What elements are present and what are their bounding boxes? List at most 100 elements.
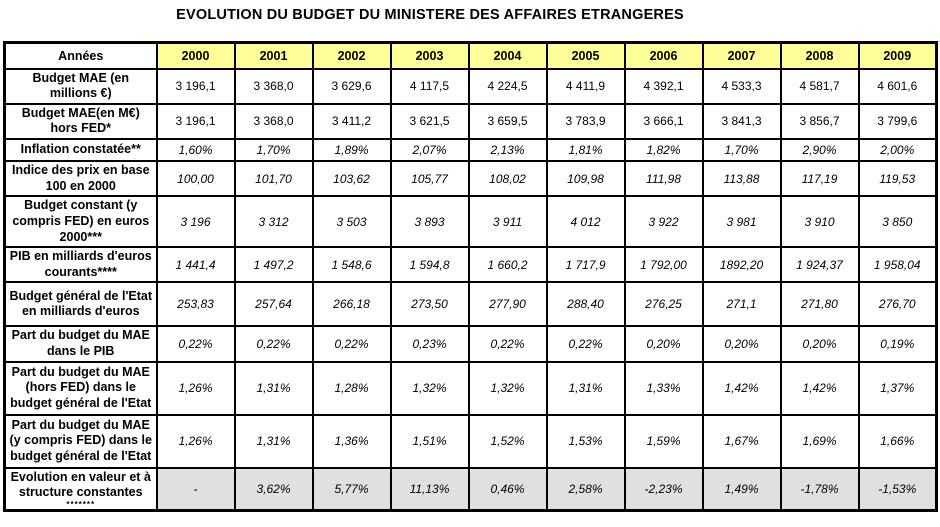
cell-r6-2002: 1 548,6: [311, 246, 392, 284]
table-row: PIB en milliards d'euros courants**** 1 4…: [3, 246, 938, 284]
cell-r7-2007: 271,1: [701, 281, 782, 328]
cell-r2-2002: 3 411,2: [311, 102, 392, 141]
cell-r4-2008: 117,19: [779, 159, 860, 198]
table-row: Part du budget du MAE (y compris FED) da…: [3, 413, 938, 469]
cell-r11-2000: -: [155, 466, 236, 512]
cell-r1-2006: 4 392,1: [623, 67, 704, 105]
year-header-2003: 2003: [389, 41, 470, 70]
cell-r6-2000: 1 441,4: [155, 246, 236, 284]
table-row: Evolution en valeur et à structure const…: [3, 466, 938, 512]
cell-r9-2001: 1,31%: [233, 360, 314, 416]
row-label: Budget MAE(en M€) hors FED*: [3, 102, 158, 141]
table-row: Part du budget du MAE dans le PIB 0,22% 0,…: [3, 325, 938, 363]
header-row: Années 2000 2001 2002 2003 2004 2005 2006 2007 2…: [3, 41, 938, 70]
cell-r8-2002: 0,22%: [311, 325, 392, 363]
cell-r11-2003: 11,13%: [389, 466, 470, 512]
table-body: Budget MAE (en millions €) 3 196,1 3 368,0…: [3, 67, 938, 512]
cell-r6-2004: 1 660,2: [467, 246, 548, 284]
cell-r11-2007: 1,49%: [701, 466, 782, 512]
cell-r10-2007: 1,67%: [701, 413, 782, 469]
cell-r9-2004: 1,32%: [467, 360, 548, 416]
row-label: PIB en milliards d'euros courants****: [3, 246, 158, 284]
cell-r10-2005: 1,53%: [545, 413, 626, 469]
cell-r6-2008: 1 924,37: [779, 246, 860, 284]
table-row: Indice des prix en base 100 en 2000 100,0…: [3, 159, 938, 198]
cell-r8-2006: 0,20%: [623, 325, 704, 363]
year-header-2006: 2006: [623, 41, 704, 70]
corner-header-annees: Années: [3, 41, 158, 70]
cell-r7-2008: 271,80: [779, 281, 860, 328]
year-header-2008: 2008: [779, 41, 860, 70]
cell-r2-2004: 3 659,5: [467, 102, 548, 141]
row-label: Part du budget du MAE dans le PIB: [3, 325, 158, 363]
cell-r4-2002: 103,62: [311, 159, 392, 198]
page-title: EVOLUTION DU BUDGET DU MINISTERE DES AFF…: [176, 7, 684, 23]
cell-r7-2004: 277,90: [467, 281, 548, 328]
cell-r11-2005: 2,58%: [545, 466, 626, 512]
cell-r3-2006: 1,82%: [623, 138, 704, 162]
cell-r11-2004: 0,46%: [467, 466, 548, 512]
cell-r8-2008: 0,20%: [779, 325, 860, 363]
cell-r6-2003: 1 594,8: [389, 246, 470, 284]
cell-r3-2003: 2,07%: [389, 138, 470, 162]
cell-r1-2003: 4 117,5: [389, 67, 470, 105]
cell-r2-2000: 3 196,1: [155, 102, 236, 141]
row-label-footnote: *******: [66, 499, 96, 509]
cell-r5-2007: 3 981: [701, 195, 782, 249]
row-label: Part du budget du MAE (y compris FED) da…: [3, 413, 158, 469]
cell-r2-2009: 3 799,6: [857, 102, 938, 141]
cell-r3-2008: 2,90%: [779, 138, 860, 162]
cell-r4-2003: 105,77: [389, 159, 470, 198]
cell-r5-2003: 3 893: [389, 195, 470, 249]
cell-r5-2000: 3 196: [155, 195, 236, 249]
cell-r2-2001: 3 368,0: [233, 102, 314, 141]
cell-r5-2001: 3 312: [233, 195, 314, 249]
cell-r8-2001: 0,22%: [233, 325, 314, 363]
table-row: Budget MAE(en M€) hors FED* 3 196,1 3 368,…: [3, 102, 938, 141]
row-label: Budget général de l'Etat en milliards d'…: [3, 281, 158, 328]
year-header-2001: 2001: [233, 41, 314, 70]
cell-r7-2005: 288,40: [545, 281, 626, 328]
cell-r3-2005: 1,81%: [545, 138, 626, 162]
cell-r1-2004: 4 224,5: [467, 67, 548, 105]
table-row: Budget MAE (en millions €) 3 196,1 3 368,0…: [3, 67, 938, 105]
cell-r2-2008: 3 856,7: [779, 102, 860, 141]
cell-r4-2005: 109,98: [545, 159, 626, 198]
cell-r7-2009: 276,70: [857, 281, 938, 328]
table-row: Inflation constatée** 1,60% 1,70% 1,89% 2,07…: [3, 138, 938, 162]
cell-r11-2001: 3,62%: [233, 466, 314, 512]
cell-r4-2007: 113,88: [701, 159, 782, 198]
year-header-2005: 2005: [545, 41, 626, 70]
row-label: Indice des prix en base 100 en 2000: [3, 159, 158, 198]
cell-r8-2003: 0,23%: [389, 325, 470, 363]
cell-r9-2005: 1,31%: [545, 360, 626, 416]
year-header-2007: 2007: [701, 41, 782, 70]
cell-r4-2009: 119,53: [857, 159, 938, 198]
cell-r1-2001: 3 368,0: [233, 67, 314, 105]
budget-table: Années 2000 2001 2002 2003 2004 2005 2006 2007 2…: [3, 41, 938, 513]
cell-r3-2007: 1,70%: [701, 138, 782, 162]
cell-r6-2007: 1892,20: [701, 246, 782, 284]
cell-r7-2003: 273,50: [389, 281, 470, 328]
cell-r1-2007: 4 533,3: [701, 67, 782, 105]
row-label: Budget MAE (en millions €): [3, 67, 158, 105]
cell-r10-2006: 1,59%: [623, 413, 704, 469]
cell-r6-2009: 1 958,04: [857, 246, 938, 284]
cell-r10-2008: 1,69%: [779, 413, 860, 469]
cell-r9-2007: 1,42%: [701, 360, 782, 416]
cell-r7-2002: 266,18: [311, 281, 392, 328]
cell-r1-2008: 4 581,7: [779, 67, 860, 105]
table-row: Budget constant (y compris FED) en euros…: [3, 195, 938, 249]
cell-r9-2008: 1,42%: [779, 360, 860, 416]
cell-r5-2006: 3 922: [623, 195, 704, 249]
cell-r8-2004: 0,22%: [467, 325, 548, 363]
table-row: Part du budget du MAE (hors FED) dans le…: [3, 360, 938, 416]
cell-r2-2005: 3 783,9: [545, 102, 626, 141]
cell-r5-2008: 3 910: [779, 195, 860, 249]
cell-r8-2009: 0,19%: [857, 325, 938, 363]
cell-r4-2006: 111,98: [623, 159, 704, 198]
year-header-2000: 2000: [155, 41, 236, 70]
cell-r11-2006: -2,23%: [623, 466, 704, 512]
cell-r10-2009: 1,66%: [857, 413, 938, 469]
cell-r4-2004: 108,02: [467, 159, 548, 198]
